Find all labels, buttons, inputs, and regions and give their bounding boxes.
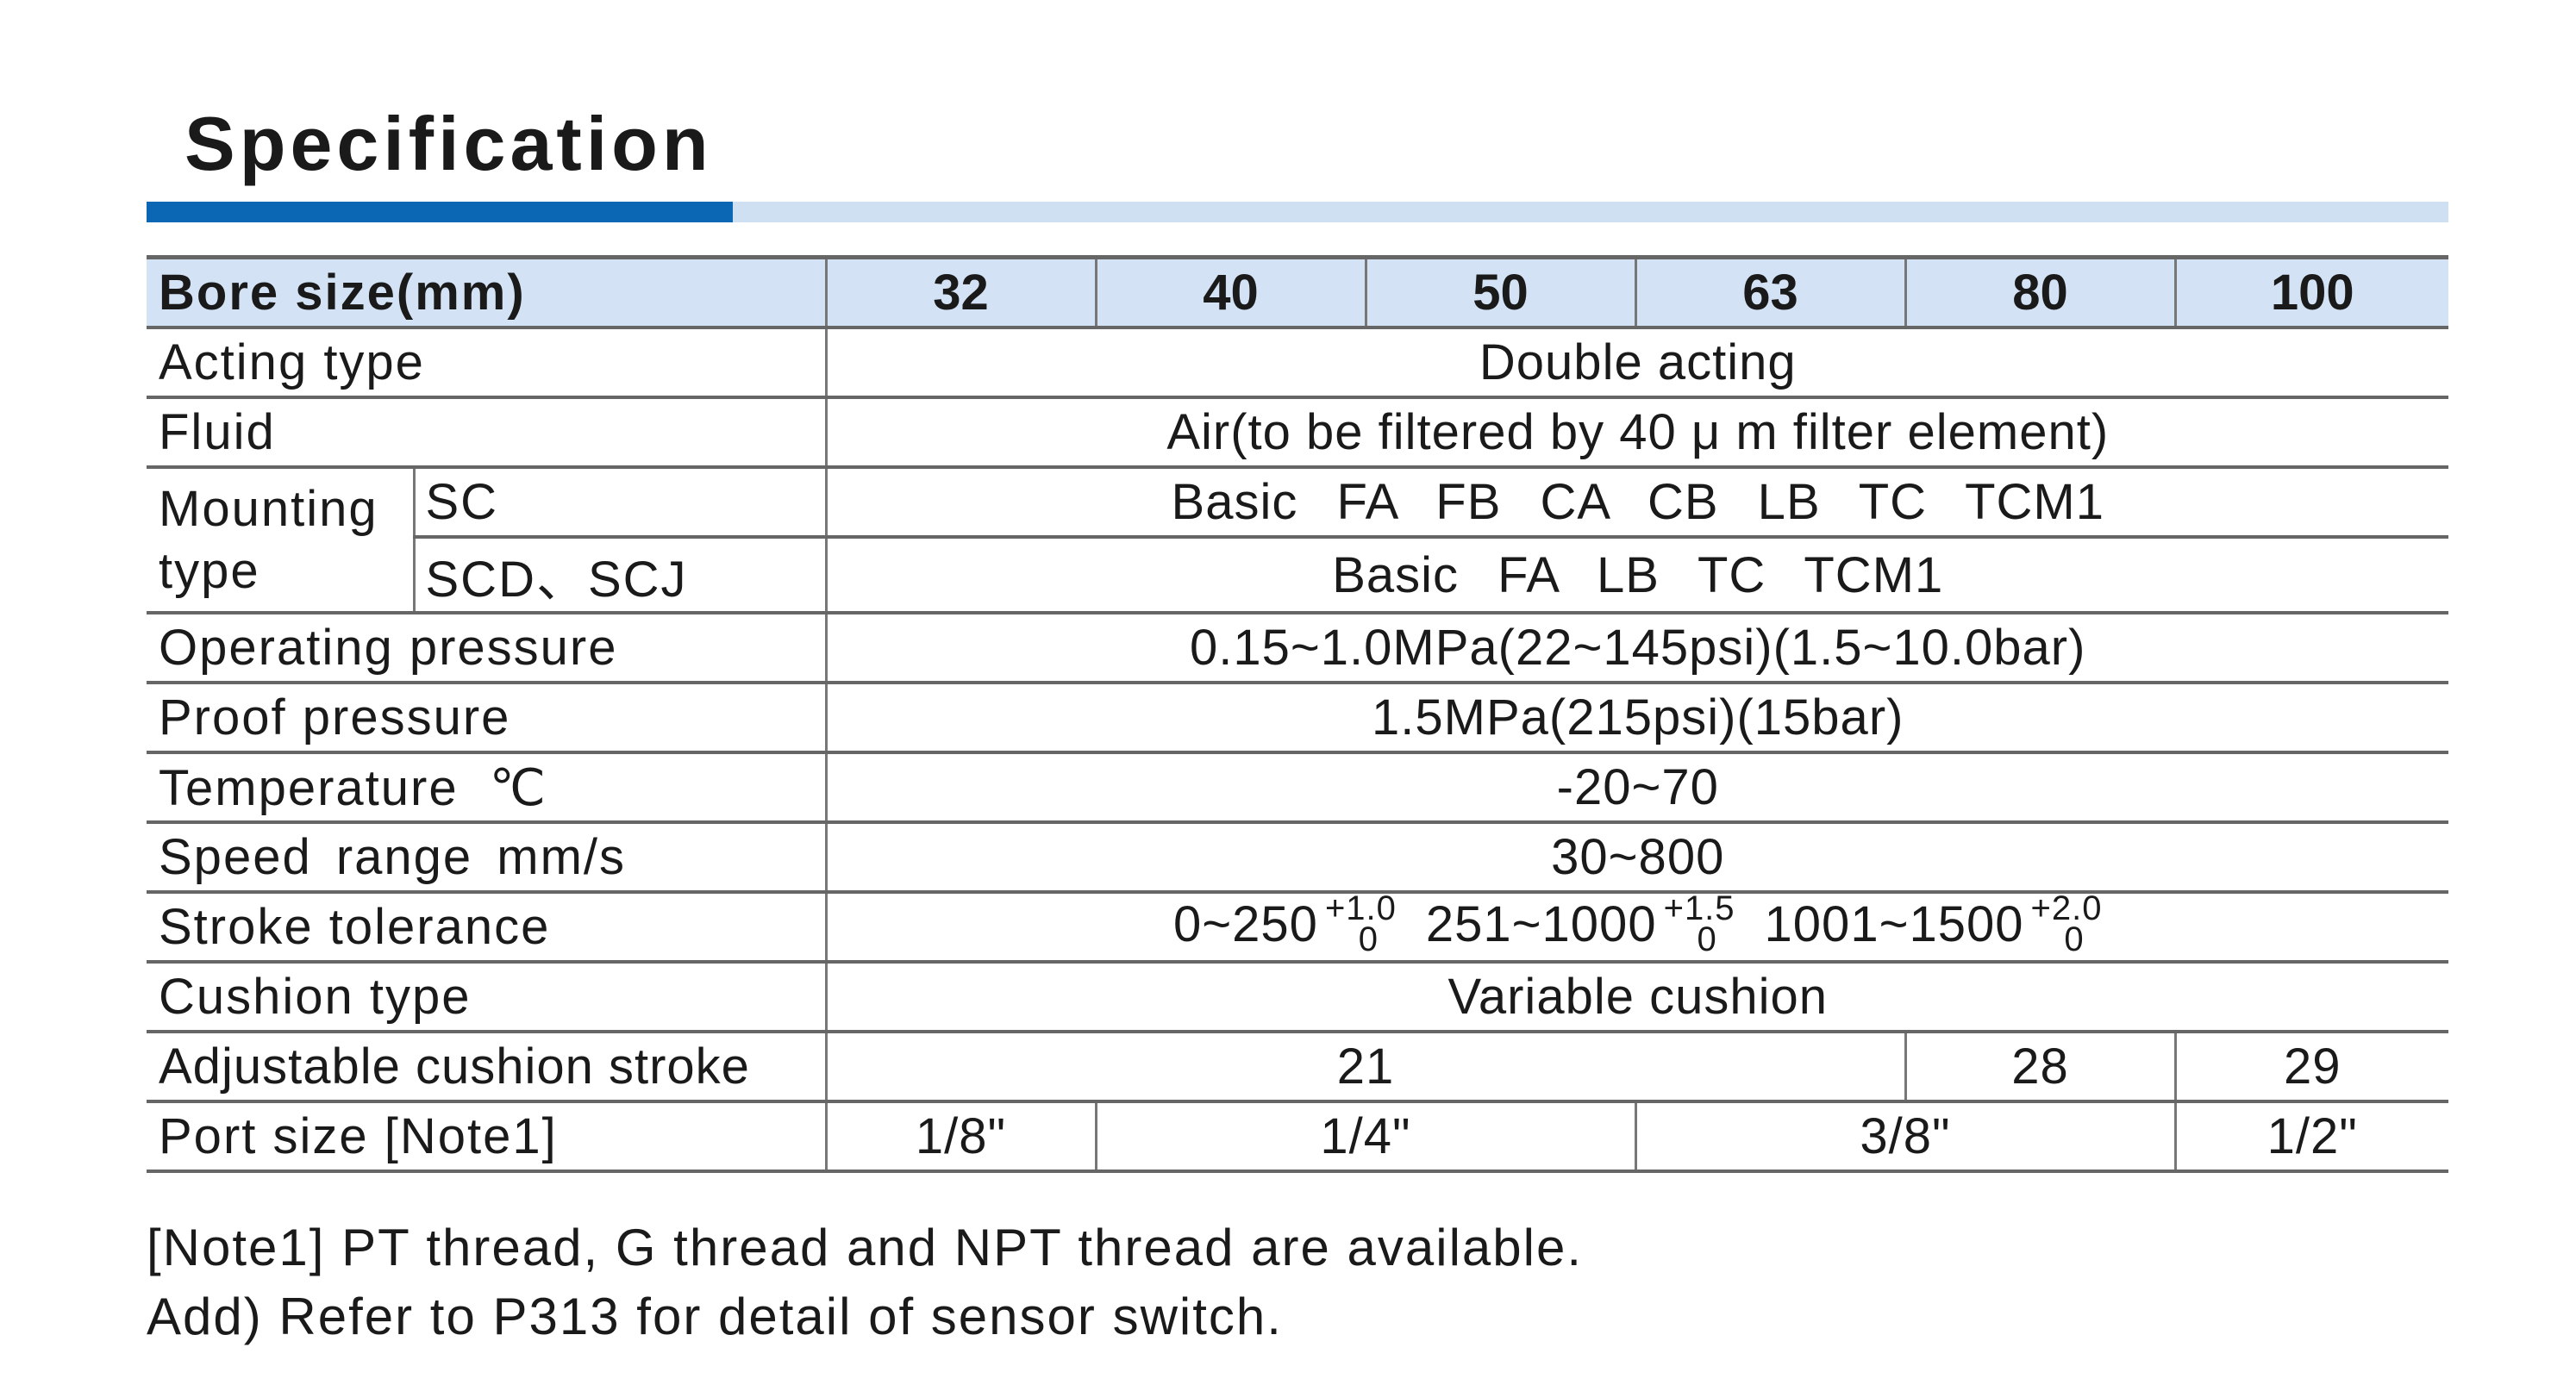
tolerance-upper: +2.0 xyxy=(2030,889,2103,928)
table-row: Adjustable cushion stroke 21 28 29 xyxy=(147,1030,2448,1103)
cushion-stroke-cell: 21 xyxy=(824,1030,1907,1103)
tolerance-range: 1001~1500 xyxy=(1764,895,2024,952)
table-row: Mounting type SC Basic FA FB CA CB LB TC… xyxy=(147,465,2448,614)
stroke-tolerance-value: 0~250 +1.0 0 251~1000 +1.5 0 1001~1500 +2.0 0 xyxy=(824,889,2448,964)
bore-size-cell: 32 xyxy=(824,255,1097,329)
speed-range-value: 30~800 xyxy=(824,820,2448,894)
table-row: Proof pressure 1.5MPa(215psi)(15bar) xyxy=(147,681,2448,754)
tolerance-lower: 0 xyxy=(1358,920,1379,959)
bore-size-cell: 100 xyxy=(2173,255,2448,329)
mounting-sc-label: SC xyxy=(412,465,828,539)
mounting-sc-value: Basic FA FB CA CB LB TC TCM1 xyxy=(824,465,2448,539)
tolerance-limits: +1.0 0 xyxy=(1324,889,1397,959)
page-title: Specification xyxy=(184,101,713,186)
tolerance-range: 0~250 xyxy=(1173,895,1318,952)
tolerance-range: 251~1000 xyxy=(1425,895,1657,952)
table-row: Cushion type Variable cushion xyxy=(147,960,2448,1033)
mounting-scd-label: SCD、SCJ xyxy=(414,535,828,614)
cushion-type-value: Variable cushion xyxy=(824,960,2448,1033)
acting-type-value: Double acting xyxy=(824,326,2448,399)
table-row: Port size [Note1] 1/8" 1/4" 3/8" 1/2" xyxy=(147,1100,2448,1173)
proof-pressure-value: 1.5MPa(215psi)(15bar) xyxy=(824,681,2448,754)
mounting-scd-value: Basic FA LB TC TCM1 xyxy=(824,535,2448,614)
tolerance-upper: +1.5 xyxy=(1663,889,1735,928)
operating-pressure-label: Operating pressure xyxy=(147,611,828,684)
bore-size-cell: 63 xyxy=(1634,255,1907,329)
tolerance-limits: +2.0 0 xyxy=(2030,889,2103,959)
tolerance-lower: 0 xyxy=(1697,920,1717,959)
title-accent-bar xyxy=(147,202,733,222)
port-size-cell: 1/8" xyxy=(824,1100,1097,1173)
cushion-stroke-cell: 28 xyxy=(1904,1030,2177,1103)
table-row: Fluid Air(to be filtered by 40 μ m filte… xyxy=(147,396,2448,469)
bore-size-header: Bore size(mm) xyxy=(147,255,828,329)
title-underline-bar xyxy=(733,202,2448,222)
note-sensor-switch: Add) Refer to P313 for detail of sensor … xyxy=(147,1288,1283,1345)
fluid-label: Fluid xyxy=(147,396,828,469)
table-row: Stroke tolerance 0~250 +1.0 0 251~1000 +1.5 0… xyxy=(147,889,2448,964)
tolerance-upper: +1.0 xyxy=(1324,889,1397,928)
tolerance-lower: 0 xyxy=(2064,920,2085,959)
stroke-tolerance-label: Stroke tolerance xyxy=(147,890,828,964)
speed-range-label: Speed range mm/s xyxy=(147,820,828,894)
footnotes: [Note1] PT thread, G thread and NPT thre… xyxy=(147,1213,1583,1351)
bore-size-cell: 40 xyxy=(1094,255,1367,329)
port-size-label: Port size [Note1] xyxy=(147,1100,828,1173)
cushion-type-label: Cushion type xyxy=(147,960,828,1033)
acting-type-label: Acting type xyxy=(147,326,828,399)
port-size-cell: 1/4" xyxy=(1094,1100,1637,1173)
port-size-cell: 1/2" xyxy=(2173,1100,2448,1173)
table-row: Speed range mm/s 30~800 xyxy=(147,820,2448,894)
specification-table: Bore size(mm) 32 40 50 63 80 100 Acting … xyxy=(147,255,2448,1173)
bore-size-cell: 50 xyxy=(1364,255,1637,329)
temperature-label: Temperature ℃ xyxy=(147,751,828,824)
operating-pressure-value: 0.15~1.0MPa(22~145psi)(1.5~10.0bar) xyxy=(824,611,2448,684)
header-row: Bore size(mm) 32 40 50 63 80 100 xyxy=(147,255,2448,329)
port-size-cell: 3/8" xyxy=(1634,1100,2177,1173)
fluid-value: Air(to be filtered by 40 μ m filter elem… xyxy=(824,396,2448,469)
table-row: Temperature ℃ -20~70 xyxy=(147,751,2448,824)
mounting-label-line2: type xyxy=(159,542,260,599)
mounting-label-line1: Mounting xyxy=(159,480,378,537)
table-row: SCD、SCJ Basic FA LB TC TCM1 xyxy=(147,535,2448,614)
mounting-type-label: Mounting type xyxy=(147,465,416,614)
table-row: Operating pressure 0.15~1.0MPa(22~145psi… xyxy=(147,611,2448,684)
adjustable-cushion-stroke-label: Adjustable cushion stroke xyxy=(147,1030,828,1103)
temperature-value: -20~70 xyxy=(824,751,2448,824)
tolerance-limits: +1.5 0 xyxy=(1663,889,1735,959)
table-row: Acting type Double acting xyxy=(147,326,2448,399)
proof-pressure-label: Proof pressure xyxy=(147,681,828,754)
note-thread-types: [Note1] PT thread, G thread and NPT thre… xyxy=(147,1219,1584,1276)
cushion-stroke-cell: 29 xyxy=(2173,1030,2448,1103)
bore-size-cell: 80 xyxy=(1904,255,2177,329)
